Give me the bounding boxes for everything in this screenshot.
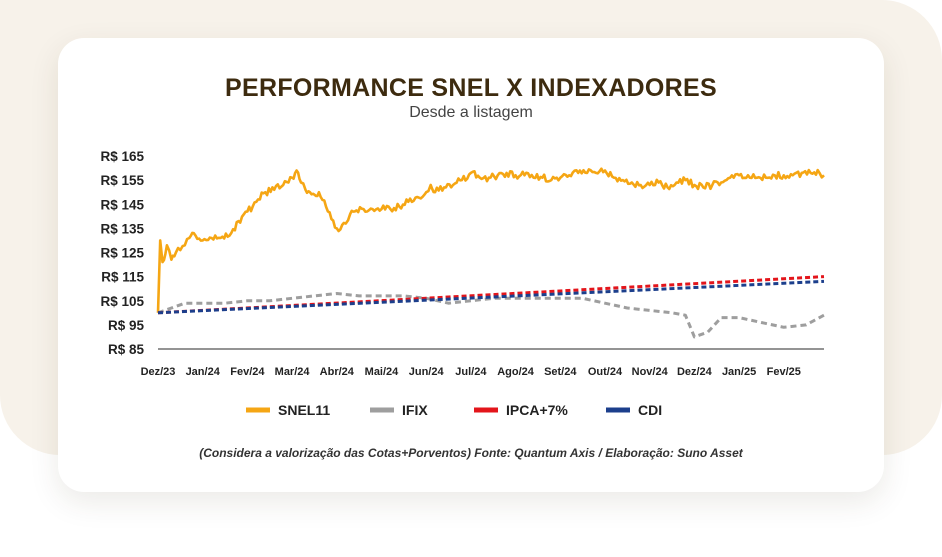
x-tick-label: Fev/24 [230,366,265,378]
chart-card: PERFORMANCE SNEL X INDEXADORES Desde a l… [58,38,884,492]
legend-label: IFIX [402,402,428,418]
source-footnote: (Considera a valorização das Cotas+Porve… [199,446,743,460]
x-tick-label: Dez/24 [677,366,713,378]
y-tick-label: R$ 125 [100,246,144,261]
y-tick-label: R$ 115 [101,270,144,285]
x-tick-label: Jan/24 [186,366,221,378]
x-tick-label: Abr/24 [320,366,355,378]
legend-label: SNEL11 [278,402,330,418]
x-tick-label: Ago/24 [497,366,535,378]
series-line-ipca-7- [157,275,825,315]
y-tick-label: R$ 85 [108,342,145,357]
series-line-ifix [157,292,825,339]
x-tick-label: Nov/24 [632,366,669,378]
x-tick-label: Set/24 [544,366,577,378]
legend-label: CDI [638,402,662,418]
chart-subtitle: Desde a listagem [409,104,533,121]
y-tick-label: R$ 155 [100,173,144,188]
y-tick-label: R$ 105 [100,294,144,309]
series-line-snel11 [156,167,825,313]
chart-title: PERFORMANCE SNEL X INDEXADORES [225,74,717,102]
x-tick-label: Fev/25 [767,366,801,378]
x-tick-label: Jun/24 [409,366,445,378]
legend-label: IPCA+7% [506,402,568,418]
x-tick-label: Jul/24 [455,366,487,378]
y-tick-label: R$ 95 [108,318,145,333]
y-tick-label: R$ 165 [100,149,144,164]
x-tick-label: Dez/23 [141,366,176,378]
y-tick-label: R$ 145 [100,197,144,212]
series-line-cdi [157,279,825,315]
x-tick-label: Out/24 [588,366,623,378]
x-tick-label: Jan/25 [722,366,756,378]
x-tick-label: Mar/24 [275,366,311,378]
x-tick-label: Mai/24 [365,366,400,378]
y-tick-label: R$ 135 [100,221,144,236]
line-chart: R$ 165 R$ 155 R$ 145 R$ 135 R$ 125 R$ 115 R$ 1… [100,149,825,418]
